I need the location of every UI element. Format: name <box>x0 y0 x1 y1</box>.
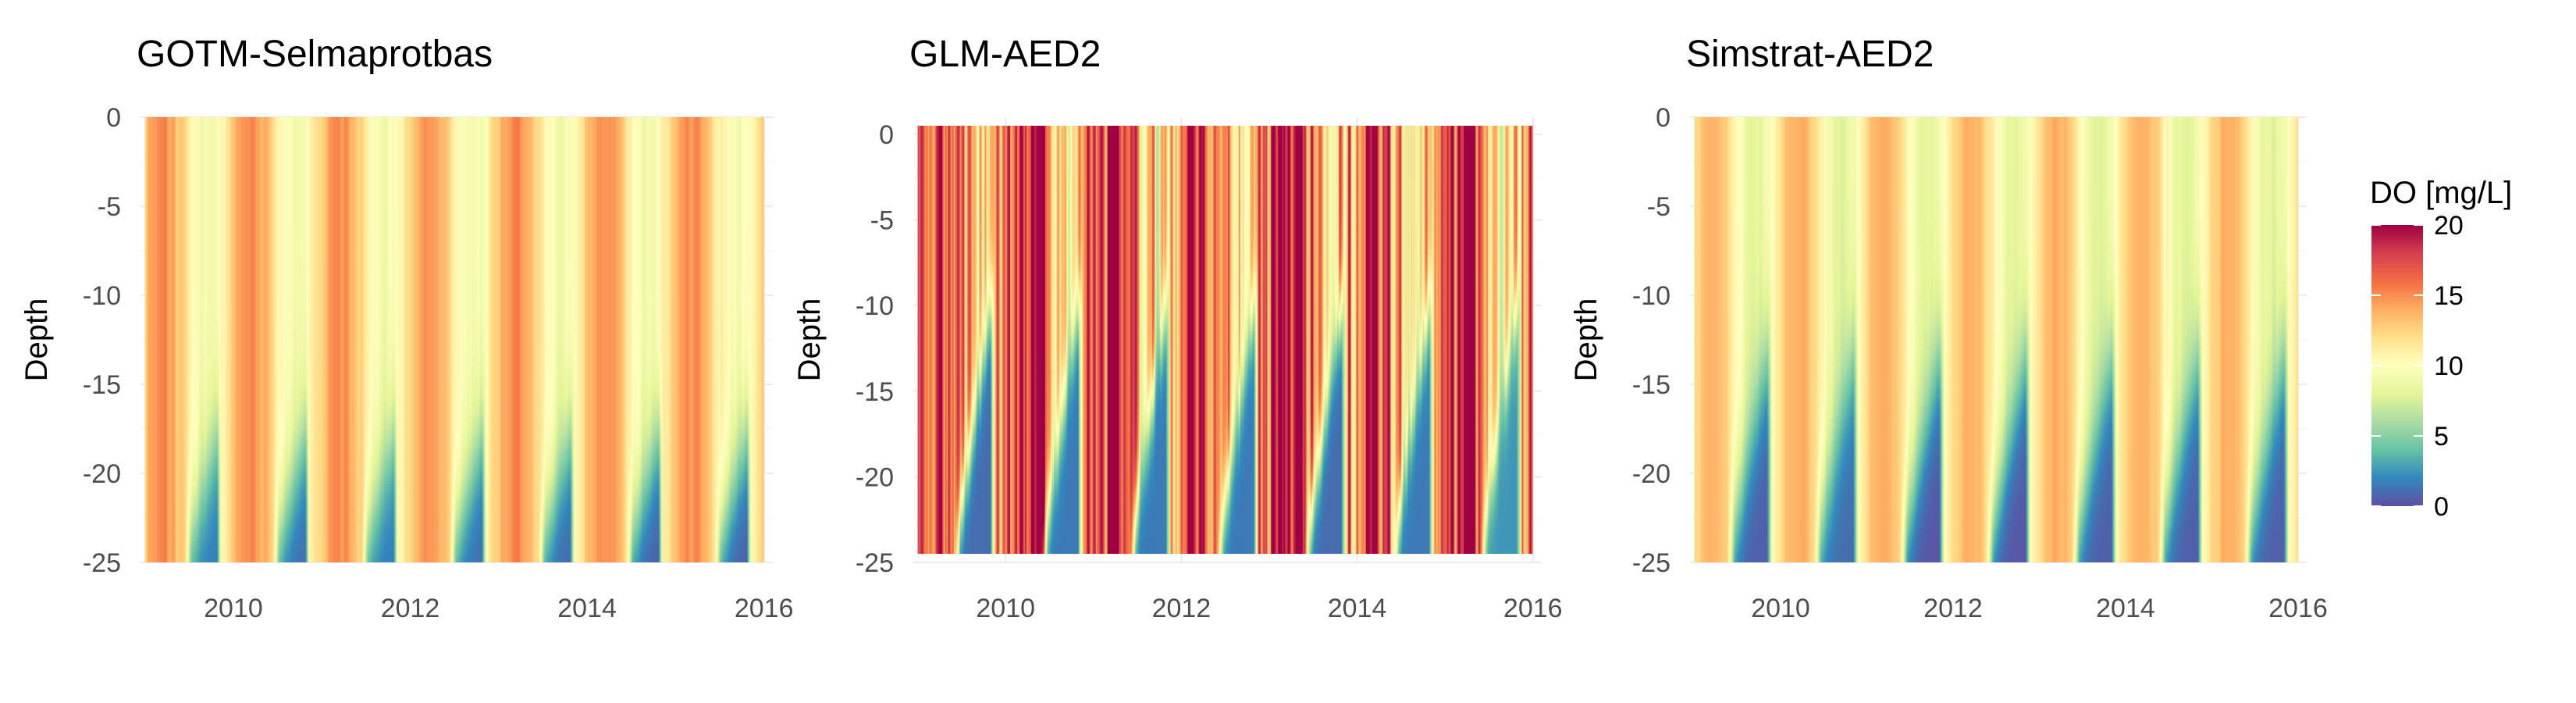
y-tick-label: -10 <box>1632 281 1670 311</box>
panel-3: Simstrat-AED2 0 -5 -10 -15 -20 -25 2010 2012 2014… <box>1569 34 2328 623</box>
y-tick-label: -5 <box>98 192 121 222</box>
heatmap-raster <box>144 117 764 562</box>
x-tick-label: 2010 <box>976 594 1035 623</box>
x-tick-label: 2016 <box>735 594 794 623</box>
x-tick-label: 2010 <box>204 594 263 623</box>
panel-title: GLM-AED2 <box>909 34 1101 75</box>
y-axis-title: Depth <box>792 298 827 382</box>
x-tick-label: 2012 <box>381 594 440 623</box>
y-tick-label: -10 <box>83 281 121 311</box>
x-tick-label: 2012 <box>1152 594 1212 623</box>
y-tick-label: -15 <box>1632 370 1670 400</box>
y-tick-label: -25 <box>1632 548 1670 578</box>
y-tick-label: -25 <box>83 548 121 578</box>
y-tick-label: -20 <box>83 459 121 489</box>
x-tick-label: 2016 <box>2268 594 2328 623</box>
legend-tick-label: 10 <box>2434 352 2464 381</box>
y-axis-title: Depth <box>20 298 54 382</box>
y-axis-title: Depth <box>1569 298 1603 382</box>
panel-2: GLM-AED2 0 -5 -10 -15 -20 -25 2010 2012 2014 2016 D… <box>792 34 1563 623</box>
panels: GOTM-Selmaprotbas 0 -5 -10 -15 -20 -25 2010 2012… <box>20 34 2328 623</box>
y-tick-label: -5 <box>870 206 894 236</box>
x-tick-label: 2012 <box>1923 594 1983 623</box>
x-tick-label: 2010 <box>1751 594 1810 623</box>
y-tick-label: -25 <box>856 548 894 578</box>
legend-tick-label: 15 <box>2434 281 2464 311</box>
y-tick-label: -20 <box>856 462 894 492</box>
y-tick-label: -15 <box>83 370 121 400</box>
legend-tick-label: 20 <box>2434 211 2464 241</box>
panel-title: Simstrat-AED2 <box>1686 34 1934 75</box>
x-tick-label: 2014 <box>557 594 617 623</box>
colorbar-legend: DO [mg/L] 0 5 10 15 20 <box>2370 176 2512 522</box>
panel-1: GOTM-Selmaprotbas 0 -5 -10 -15 -20 -25 2010 2012… <box>20 34 793 623</box>
heatmap-raster <box>1694 117 2298 562</box>
x-tick-label: 2016 <box>1503 594 1563 623</box>
legend-tick-label: 0 <box>2434 492 2449 522</box>
y-tick-label: -20 <box>1632 459 1670 489</box>
y-tick-label: 0 <box>879 120 894 150</box>
legend-title: DO [mg/L] <box>2370 176 2512 210</box>
y-tick-label: 0 <box>106 103 121 133</box>
x-tick-label: 2014 <box>1328 594 1387 623</box>
legend-ticks: 0 5 10 15 20 <box>2371 211 2464 522</box>
x-tick-label: 2014 <box>2096 594 2155 623</box>
y-tick-label: -10 <box>856 291 894 321</box>
y-tick-label: 0 <box>1656 103 1670 133</box>
y-tick-label: -5 <box>1647 192 1670 222</box>
y-tick-label: -15 <box>856 377 894 407</box>
legend-tick-label: 5 <box>2434 422 2449 451</box>
panel-title: GOTM-Selmaprotbas <box>137 34 493 75</box>
heatmap-raster <box>917 125 1533 555</box>
